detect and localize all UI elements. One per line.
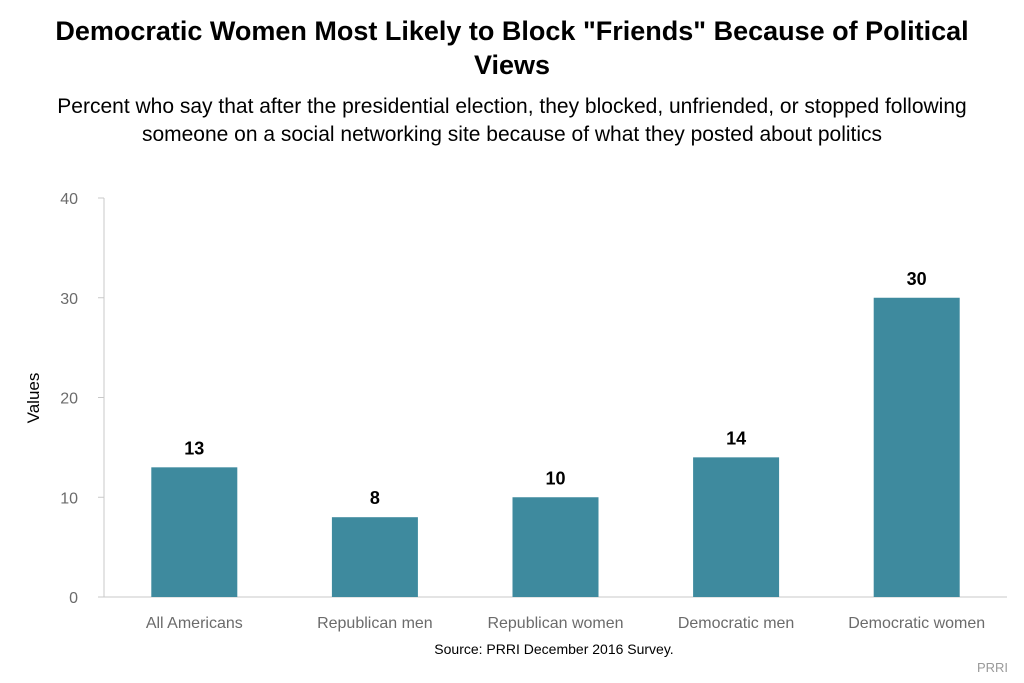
data-label: 14 [726,428,746,448]
data-labels: 13 8 10 14 30 [184,269,926,508]
source-caption: Source: PRRI December 2016 Survey. [434,641,674,657]
bar [873,297,960,597]
y-tick-label: 0 [69,590,78,607]
x-axis: All Americans Republican men Republican wo… [104,596,1007,632]
data-label: 13 [184,438,204,458]
y-tick-label: 40 [60,191,78,208]
y-tick-label: 30 [60,291,78,308]
chart-title: Democratic Women Most Likely to Block "F… [55,16,969,80]
y-tick-label: 10 [60,490,78,507]
data-label: 10 [545,468,565,488]
y-axis: 0 10 20 30 40 [60,191,105,607]
bar [693,457,780,597]
bar [151,467,238,597]
y-tick-label: 20 [60,391,78,408]
watermark: PRRI [976,660,1008,675]
bar [331,517,418,597]
data-label: 8 [370,488,380,508]
bar [512,497,599,597]
chart-subtitle: Percent who say that after the president… [57,95,967,146]
y-axis-title: Values [24,373,43,424]
bars [151,297,960,597]
x-tick-label: Democratic men [678,615,794,632]
x-tick-label: All Americans [146,615,243,632]
x-tick-label: Republican women [487,615,623,632]
x-tick-label: Democratic women [848,615,985,632]
x-tick-label: Republican men [317,615,433,632]
data-label: 30 [907,269,927,289]
